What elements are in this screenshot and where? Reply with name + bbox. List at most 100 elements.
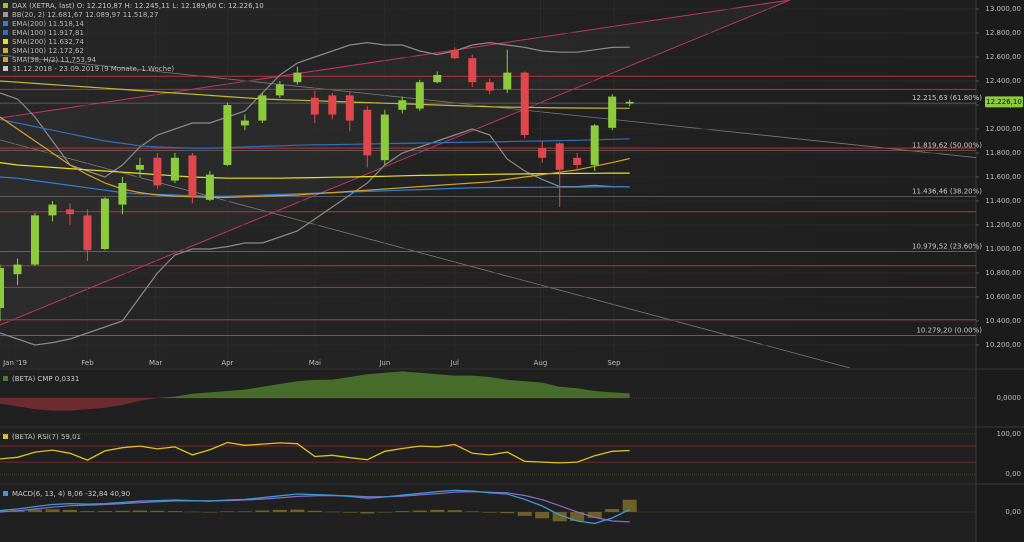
indicator-line	[0, 41, 630, 178]
x-tick-label: Mai	[309, 359, 321, 367]
x-tick-label: Feb	[81, 359, 94, 367]
y-tick-label: 10.400,00	[985, 317, 1021, 325]
y-tick-label: 13.000,00	[985, 5, 1021, 13]
y-tick-label: 12.600,00	[985, 53, 1021, 61]
indicator-line	[0, 116, 630, 198]
indicator-line	[0, 118, 630, 149]
histogram-bar	[185, 511, 200, 513]
candle-body	[240, 120, 249, 126]
legend-swatch	[3, 30, 8, 35]
candle-body	[608, 96, 617, 128]
legend-entry: 31.12.2018 - 23.09.2019 (9 Monate, 1 Woc…	[12, 65, 174, 73]
panel-area	[0, 428, 976, 483]
candle-body	[590, 125, 599, 165]
y-tick-label: 12.400,00	[985, 77, 1021, 85]
indicator-line	[0, 162, 630, 179]
candle-body	[380, 114, 389, 161]
candle-body	[13, 264, 22, 275]
histogram-bar	[97, 511, 112, 512]
fib-label: 12.215,63 (61.80%)	[912, 94, 982, 102]
legend-swatch	[3, 48, 8, 53]
price-marker	[985, 96, 1023, 108]
candle-body	[503, 72, 512, 90]
legend-swatch	[3, 66, 8, 71]
histogram-bar	[307, 510, 322, 512]
legend-entry: DAX (XETRA, last) O: 12.210,87 H: 12.245…	[12, 2, 264, 10]
area	[0, 371, 630, 411]
x-tick-label: Sep	[607, 359, 621, 367]
fib-label: 10.279,20 (0.00%)	[916, 326, 982, 334]
y-tick-label: 0,00	[1005, 470, 1021, 478]
y-tick-label: 10.800,00	[985, 269, 1021, 277]
histogram-bar	[377, 512, 392, 513]
y-tick-label: 0,0000	[997, 394, 1022, 402]
histogram-bar	[202, 512, 217, 513]
legend-entry: SMA(200) 11.632,74	[12, 38, 84, 46]
fib-label: 11.819,62 (50.00%)	[912, 142, 982, 150]
candle-body	[153, 157, 162, 186]
candle-body	[538, 148, 547, 158]
histogram-bar	[447, 510, 462, 512]
fib-label: 11.436,46 (38.20%)	[912, 188, 982, 196]
trend-line	[0, 139, 851, 368]
panel-swatch	[3, 376, 8, 381]
candle-body	[258, 95, 267, 121]
plot-clip	[0, 0, 976, 368]
signal-line	[0, 490, 630, 523]
histogram-bar	[622, 499, 637, 512]
y-tick-label: 11.200,00	[985, 221, 1021, 229]
histogram-bar	[482, 512, 497, 513]
x-tick-label: Aug	[534, 359, 548, 367]
y-tick-label: 0,00	[1005, 508, 1021, 516]
candle-body	[188, 155, 197, 195]
panel-title: MACD(6, 13, 4) 8,06 -32,84 40,90	[12, 490, 130, 498]
legend-entry: BB(20, 2) 12.681,67 12.089,97 11.518,27	[12, 11, 158, 19]
panel-title: (BETA) CMP 0,0331	[12, 375, 79, 383]
histogram-bar	[535, 512, 550, 519]
histogram-bar	[412, 510, 427, 512]
legend-swatch	[3, 12, 8, 17]
candle-body	[118, 182, 127, 205]
y-tick-label: 11.000,00	[985, 245, 1021, 253]
panel-swatch	[3, 491, 8, 496]
x-tick-label: Apr	[221, 359, 233, 367]
legend-swatch	[3, 57, 8, 62]
indicator-line	[0, 441, 630, 464]
legend-swatch	[3, 39, 8, 44]
candle-body	[433, 74, 442, 83]
y-tick-label: 11.800,00	[985, 149, 1021, 157]
histogram-bar	[500, 512, 515, 514]
histogram-bar	[27, 509, 42, 512]
chart-layer: 10.200,00 10.400,00 10.600,00 10.800,00 11.0…	[0, 0, 1023, 525]
candle-body	[65, 209, 74, 215]
histogram-bar	[62, 509, 77, 512]
candle-body	[398, 100, 407, 110]
x-tick-label: Jul	[450, 359, 460, 367]
trend-line	[0, 0, 791, 326]
legend-swatch	[3, 3, 8, 8]
candle-body	[275, 84, 284, 96]
y-tick-label: 12.800,00	[985, 29, 1021, 37]
histogram-bar	[517, 512, 532, 516]
histogram-bar	[80, 511, 95, 512]
candle-body	[170, 157, 179, 181]
x-tick-label: Jan '19	[2, 359, 27, 367]
x-tick-label: Jun	[378, 359, 390, 367]
panel-swatch	[3, 434, 8, 439]
candle-body	[293, 72, 302, 83]
histogram-bar	[132, 510, 147, 512]
histogram-bar	[605, 509, 620, 512]
candle-body	[135, 164, 144, 170]
candle-body	[328, 95, 337, 115]
histogram-bar	[570, 512, 585, 521]
candle-body	[345, 95, 354, 121]
y-tick-label: 11.600,00	[985, 173, 1021, 181]
legend-entry: EMA(200) 11.518,14	[12, 20, 84, 28]
histogram-bar	[395, 511, 410, 512]
histogram-bar	[237, 511, 252, 512]
candle-body	[450, 49, 459, 59]
indicator-line	[0, 128, 630, 346]
candle-body	[520, 72, 529, 135]
